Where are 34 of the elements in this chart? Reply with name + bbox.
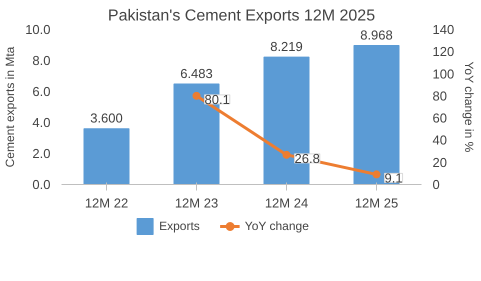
data-label: 3.600: [90, 110, 123, 126]
y2-tick-label: 140: [432, 22, 454, 37]
x-tick-label: 12M 24: [264, 196, 308, 210]
y2-tick-label: 20: [432, 154, 447, 170]
y-axis-title: Cement exports in Mta: [3, 46, 18, 168]
y2-tick-label: 40: [432, 132, 447, 148]
y-tick-label: 8.0: [32, 53, 51, 68]
y-tick-label: 4.0: [32, 115, 51, 130]
point: [192, 92, 200, 100]
y-tick-label: 6.0: [32, 84, 51, 99]
data-label: 9.1: [384, 170, 403, 186]
x-tick-label: 12M 22: [84, 196, 128, 210]
data-label: 80.1: [204, 92, 230, 107]
x-tick-label: 12M 25: [354, 196, 398, 210]
y2-tick-label: 100: [432, 66, 454, 82]
y-tick-label: 0.0: [32, 177, 51, 192]
bar: [84, 128, 130, 184]
legend-label: Exports: [159, 219, 200, 233]
data-label: 6.483: [180, 66, 213, 82]
point: [282, 150, 290, 159]
chart-title: Pakistan's Cement Exports 12M 2025: [108, 8, 376, 24]
y2-tick-label: 120: [432, 44, 454, 60]
data-label: 8.219: [270, 39, 303, 54]
point: [372, 170, 380, 178]
data-label: 8.968: [360, 27, 393, 42]
y-tick-label: 2.0: [32, 146, 51, 161]
y2-axis-title: YoY change in %: [462, 62, 476, 153]
data-label: 26.8: [294, 150, 320, 166]
legend-label: YoY change: [244, 219, 309, 233]
y2-tick-label: 60: [432, 110, 447, 126]
y-tick-label: 10.0: [25, 22, 51, 37]
x-tick-label: 12M 23: [174, 196, 218, 210]
y2-tick-label: 80: [432, 88, 447, 104]
y2-tick-label: 0: [432, 177, 440, 192]
